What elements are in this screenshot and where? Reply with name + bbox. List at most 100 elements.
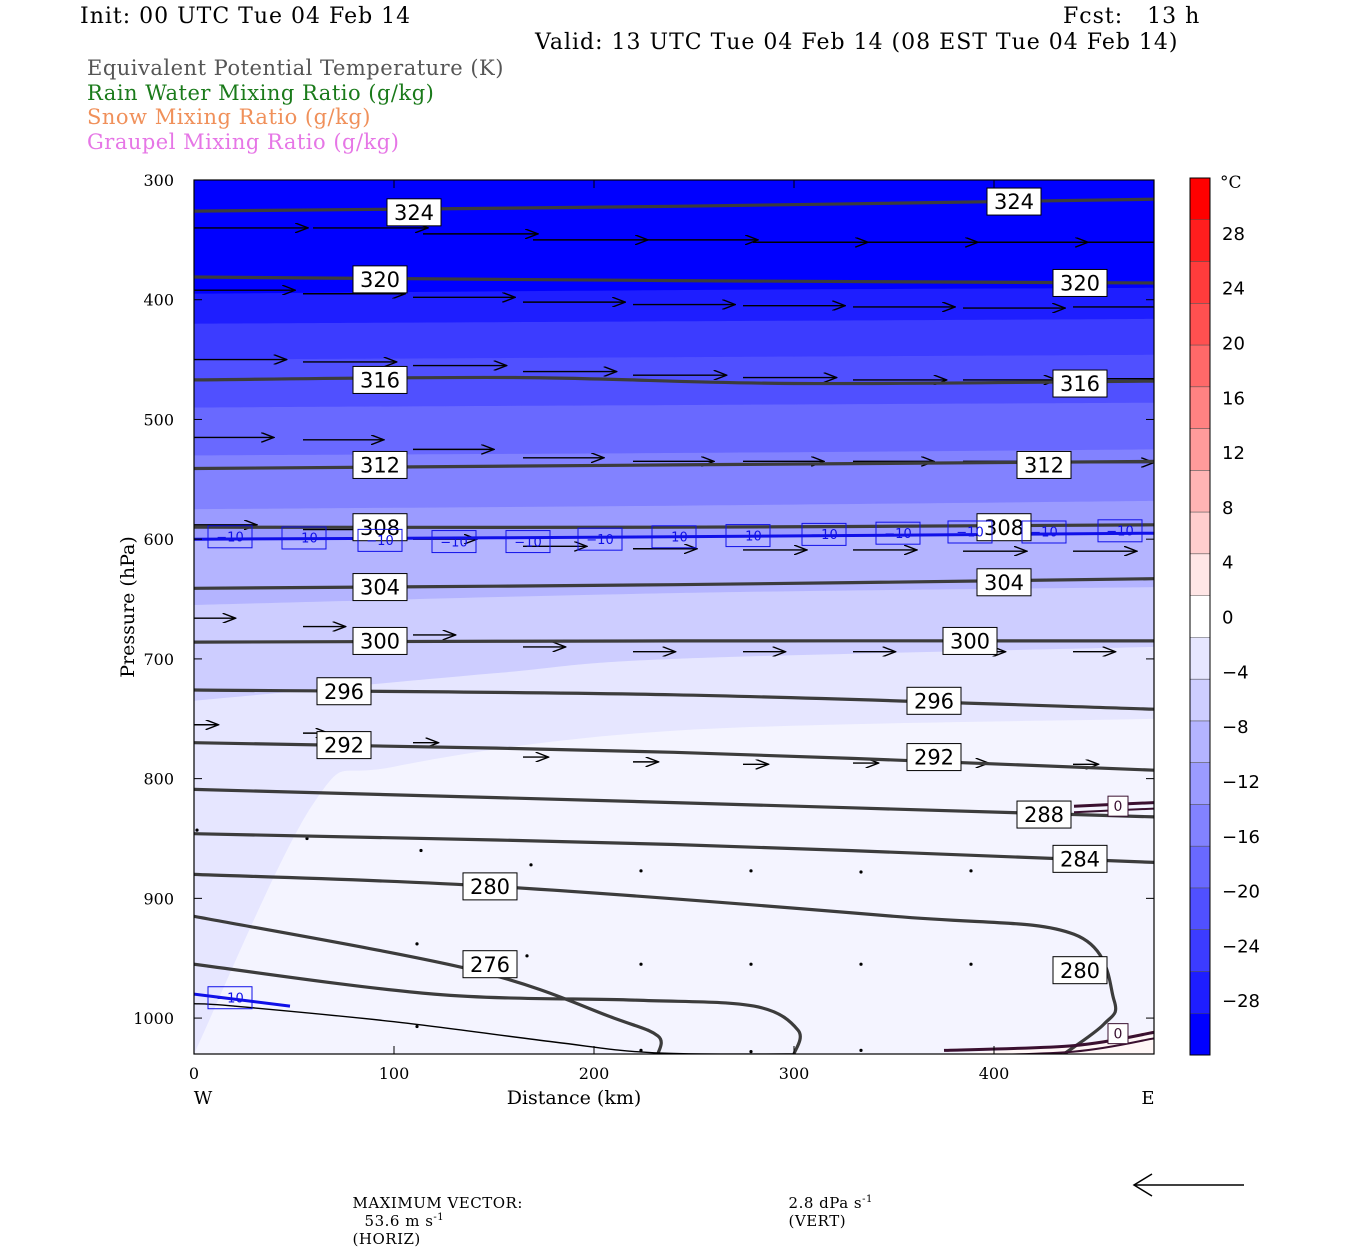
colorbar-tick-label: −4 <box>1222 662 1249 683</box>
theta-e-label-box <box>1052 369 1108 398</box>
colorbar-swatch <box>1190 261 1210 304</box>
theta-e-label: 312 <box>1024 454 1064 478</box>
x-axis-label: Distance (km) <box>507 1087 642 1109</box>
colorbar-swatch <box>1190 470 1210 513</box>
wind-vector-dot <box>415 1024 419 1029</box>
colorbar-tick-label: 12 <box>1222 443 1245 464</box>
theta-e-label: 324 <box>394 201 434 225</box>
isotherm-label-box <box>1021 520 1067 544</box>
valid-time: Valid: 13 UTC Tue 04 Feb 14 (08 EST Tue … <box>535 30 1179 55</box>
wind-vector-dot <box>415 942 419 946</box>
temperature-shading <box>194 180 1154 1054</box>
theta-e-label-box <box>1052 268 1108 297</box>
theta-e-label: 304 <box>360 576 400 600</box>
rain-water-contour <box>997 1037 1154 1054</box>
wind-vector-dot <box>525 954 529 958</box>
contour-label-layer: 324 324 320 320 316 316 312 312 308 308 304 304 300 3… <box>207 187 1143 1045</box>
forecast-hour: Fcst: 13 h <box>1063 4 1201 29</box>
theta-e-label: 312 <box>360 454 400 478</box>
isotherm-label-box <box>357 528 403 552</box>
isotherm-label: −10 <box>514 535 541 550</box>
isotherm-label-box <box>947 520 993 544</box>
theta-e-label-box <box>352 626 408 655</box>
wind-vector-dot <box>859 962 863 966</box>
horiz-max-value: 53.6 m s <box>364 1212 434 1230</box>
theta-e-label-box <box>352 573 408 602</box>
wind-vector-dot <box>969 869 973 873</box>
isotherm-label: −10 <box>440 535 467 550</box>
x-tick-label: 0 <box>189 1064 199 1083</box>
theta-e-label: 280 <box>1060 959 1100 983</box>
theta-e-label-box <box>352 450 408 479</box>
theta-e-contour <box>194 639 1154 644</box>
isotherm-label-box <box>505 530 551 554</box>
isotherm-label: −10 <box>660 530 687 545</box>
theta-e-label: 284 <box>1060 847 1100 871</box>
y-tick-label: 700 <box>143 650 174 669</box>
theta-e-label-box <box>462 872 518 901</box>
theta-e-label: 316 <box>360 369 400 393</box>
colorbar-tick-label: −12 <box>1222 772 1260 793</box>
theta-e-label-box <box>316 677 372 706</box>
x-tick-label: 100 <box>379 1064 410 1083</box>
colorbar-swatch <box>1190 971 1210 1014</box>
colorbar-tick-label: 4 <box>1222 553 1233 574</box>
colorbar-swatch <box>1190 720 1210 764</box>
colorbar-swatch <box>1190 762 1210 805</box>
isotherm-label: −10 <box>1106 524 1133 539</box>
theta-e-label-box <box>462 950 518 979</box>
plot-frame <box>193 179 1155 1055</box>
isotherm-contour <box>194 992 291 1008</box>
wind-vector-dot <box>859 870 863 874</box>
colorbar-swatch <box>1190 1013 1210 1056</box>
theta-e-contour <box>194 577 1154 590</box>
isotherm-label: −10 <box>290 532 317 547</box>
colorbar-tick-label: −20 <box>1222 882 1260 903</box>
colorbar-swatch <box>1190 929 1210 972</box>
footer-max-vector: MAXIMUM VECTOR: 53.6 m s-1 (HORIZ) <box>342 1176 523 1248</box>
theta-e-label-box <box>352 365 408 394</box>
wind-vector-dot <box>639 1048 643 1053</box>
isotherm-label: −10 <box>586 533 613 548</box>
rain-water-label-box <box>1107 1023 1129 1045</box>
wind-vector-dot <box>419 848 423 853</box>
colorbar-frame <box>1189 177 1211 1056</box>
colorbar-swatch <box>1190 345 1210 388</box>
wind-vector-dot <box>749 869 753 873</box>
x-tick-label: 200 <box>579 1064 610 1083</box>
theta-e-label-box <box>352 513 408 542</box>
theta-e-contour <box>194 962 802 1054</box>
theta-e-label-box <box>986 187 1042 216</box>
legend-snow: Snow Mixing Ratio (g/kg) <box>87 105 371 129</box>
colorbar-swatch <box>1190 637 1210 680</box>
west-label: W <box>194 1088 213 1109</box>
colorbar-tick-label: −24 <box>1222 936 1260 957</box>
isotherm-label-box <box>875 521 921 545</box>
y-axis-label: Pressure (hPa) <box>117 536 139 678</box>
init-time: Init: 00 UTC Tue 04 Feb 14 <box>80 4 412 29</box>
isotherm-label: −10 <box>1030 526 1057 541</box>
y-tick-label: 600 <box>143 530 174 549</box>
theta-e-label: 292 <box>914 746 954 770</box>
isotherm-label: −10 <box>884 527 911 542</box>
theta-e-label: 288 <box>1024 803 1064 827</box>
colorbar-tick-label: 24 <box>1222 279 1245 300</box>
rain-water-label-box <box>1107 795 1129 817</box>
theta-e-label: 308 <box>984 516 1024 540</box>
wind-vector-dot <box>859 1048 863 1053</box>
isotherm-label-box <box>431 530 477 554</box>
isotherm-label: −10 <box>956 526 983 541</box>
theta-e-contour <box>194 832 1154 864</box>
theta-e-label-box <box>386 198 442 227</box>
legend-rain-water: Rain Water Mixing Ratio (g/kg) <box>87 81 435 105</box>
theta-e-label: 324 <box>994 190 1034 214</box>
legend-graupel: Graupel Mixing Ratio (g/kg) <box>87 130 400 154</box>
isotherm-label: −10 <box>734 529 761 544</box>
y-tick-label: 900 <box>143 889 174 908</box>
isotherm-label-box <box>577 527 623 551</box>
y-tick-label: 400 <box>143 291 174 310</box>
wind-vector-dot <box>529 863 533 867</box>
theta-e-contour <box>194 688 1154 711</box>
wind-vector-dot <box>639 869 643 873</box>
